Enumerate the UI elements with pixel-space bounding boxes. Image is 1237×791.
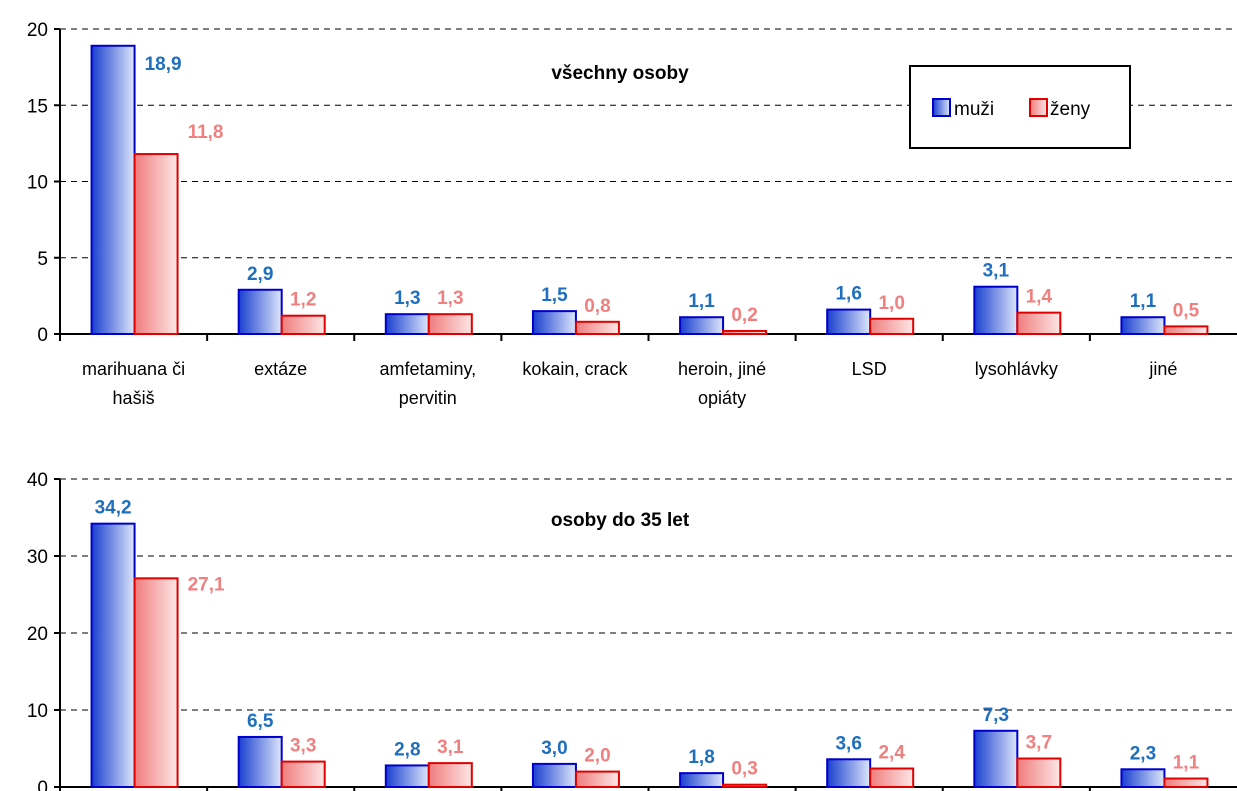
bar-muzi <box>90 522 136 788</box>
data-label-muzi: 1,6 <box>835 284 861 305</box>
data-label-zeny: 3,1 <box>437 737 464 758</box>
bar-zeny <box>280 314 326 336</box>
category-label: LSD <box>852 359 887 379</box>
bar-zeny <box>574 770 620 788</box>
chart-title: osoby do 35 let <box>551 510 690 531</box>
y-tick-label: 0 <box>37 325 48 346</box>
bar-muzi <box>384 764 430 789</box>
bar-zeny <box>869 767 915 789</box>
bar-zeny <box>722 783 768 789</box>
bar-muzi <box>826 308 872 336</box>
data-label-muzi: 3,0 <box>541 738 567 759</box>
data-label-zeny: 0,5 <box>1173 300 1200 321</box>
data-label-muzi: 7,3 <box>983 705 1009 726</box>
bar-muzi <box>237 288 283 335</box>
bar-muzi <box>973 729 1019 788</box>
data-label-muzi: 2,9 <box>247 264 273 285</box>
data-label-muzi: 1,5 <box>541 285 568 306</box>
legend-swatch-zeny <box>1029 98 1048 117</box>
category-label: amfetaminy, <box>379 359 476 379</box>
category-label: pervitin <box>399 388 457 408</box>
bar-zeny <box>1016 757 1062 789</box>
data-label-muzi: 2,3 <box>1130 743 1156 764</box>
data-label-muzi: 1,1 <box>688 291 715 312</box>
data-label-muzi: 1,3 <box>394 288 420 309</box>
category-label: jiné <box>1148 359 1177 379</box>
category-label: opiáty <box>698 388 746 408</box>
bar-zeny <box>722 329 768 336</box>
category-label: kokain, crack <box>522 359 628 379</box>
y-tick-label: 0 <box>37 778 48 791</box>
data-label-zeny: 1,2 <box>290 290 316 311</box>
bar-zeny <box>1163 777 1209 789</box>
data-label-zeny: 3,7 <box>1026 733 1052 754</box>
data-label-muzi: 6,5 <box>247 711 274 732</box>
data-label-zeny: 0,2 <box>731 305 757 326</box>
data-label-muzi: 3,1 <box>983 261 1010 282</box>
y-tick-label: 15 <box>27 96 48 117</box>
data-label-zeny: 1,0 <box>878 293 904 314</box>
bar-zeny <box>869 317 915 335</box>
data-label-zeny: 0,3 <box>731 759 757 780</box>
bar-muzi <box>1120 768 1166 788</box>
category-label: extáze <box>254 359 307 379</box>
y-tick-label: 10 <box>27 701 48 722</box>
y-tick-label: 40 <box>27 470 48 491</box>
bar-zeny <box>427 762 473 789</box>
bar-muzi <box>90 44 136 336</box>
bar-zeny <box>427 313 473 335</box>
bar-zeny <box>574 320 620 335</box>
legend-label-muzi: muži <box>954 99 994 120</box>
bar-muzi <box>531 310 577 335</box>
data-label-zeny: 11,8 <box>188 122 224 143</box>
y-tick-label: 5 <box>37 249 48 270</box>
data-label-zeny: 0,8 <box>584 296 610 317</box>
y-tick-label: 30 <box>27 547 48 568</box>
y-tick-label: 10 <box>27 173 48 194</box>
data-label-muzi: 34,2 <box>95 498 132 519</box>
bar-zeny <box>133 577 179 789</box>
legend-swatch-muzi <box>932 98 951 117</box>
bar-muzi <box>679 772 725 789</box>
data-label-muzi: 1,8 <box>688 747 714 768</box>
bar-zeny <box>1016 311 1062 335</box>
category-label: hašiš <box>113 388 155 408</box>
data-label-zeny: 2,0 <box>584 746 610 767</box>
data-label-muzi: 18,9 <box>145 54 182 75</box>
data-label-muzi: 3,6 <box>835 733 861 754</box>
legend: muži ženy <box>909 65 1131 149</box>
bar-zeny <box>280 760 326 789</box>
category-label: heroin, jiné <box>678 359 766 379</box>
bar-muzi <box>973 285 1019 336</box>
bar-muzi <box>237 735 283 789</box>
y-tick-label: 20 <box>27 624 48 645</box>
data-label-zeny: 1,3 <box>437 288 463 309</box>
bar-muzi <box>826 758 872 789</box>
data-label-zeny: 2,4 <box>878 743 905 764</box>
bar-zeny <box>133 153 179 335</box>
category-label: lysohlávky <box>975 359 1058 379</box>
category-label: marihuana či <box>82 359 185 379</box>
data-label-muzi: 2,8 <box>394 739 420 760</box>
data-label-zeny: 3,3 <box>290 736 316 757</box>
chart-title: všechny osoby <box>551 63 689 84</box>
chart-vsechny-osoby: 0 5 10 15 20 všechny osoby 18,9 11,8 marihuana č… <box>27 20 1237 408</box>
data-label-zeny: 27,1 <box>188 574 225 595</box>
bar-muzi <box>531 762 577 789</box>
bar-muzi <box>1120 316 1166 336</box>
data-label-muzi: 1,1 <box>1130 291 1157 312</box>
data-label-zeny: 1,1 <box>1173 753 1200 774</box>
data-label-zeny: 1,4 <box>1026 287 1053 308</box>
legend-label-zeny: ženy <box>1050 99 1091 120</box>
bar-muzi <box>679 316 725 336</box>
y-tick-label: 20 <box>27 20 48 41</box>
chart-osoby-do-35-let: 0 10 20 30 40 osoby do 35 let 34,2 27,1 6,5 3,3 2,… <box>27 470 1237 791</box>
bar-zeny <box>1163 325 1209 335</box>
bar-muzi <box>384 313 430 335</box>
